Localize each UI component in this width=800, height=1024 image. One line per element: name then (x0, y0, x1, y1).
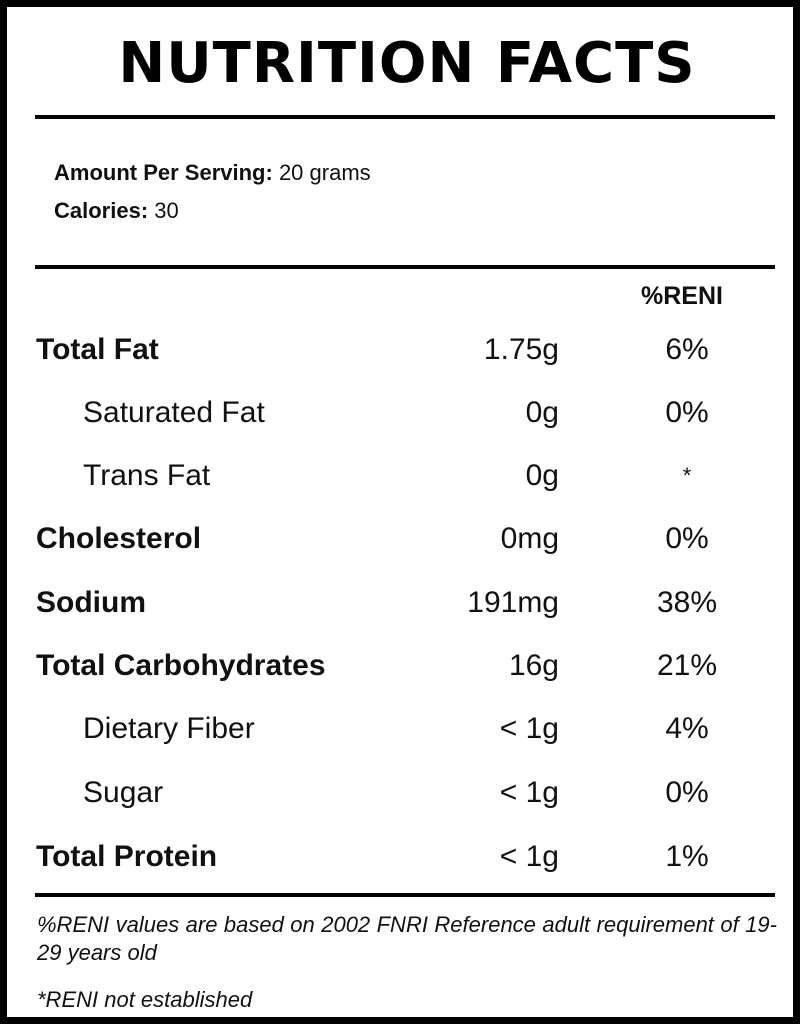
nutrient-amount: 0mg (500, 522, 559, 555)
title-divider (35, 115, 775, 119)
nutrient-reni: 4% (665, 712, 709, 745)
nutrient-row-cholesterol: Cholesterol 0mg 0% (7, 519, 800, 559)
reni-not-established-footnote: *RENI not established (37, 987, 253, 1012)
nutrient-name: Total Fat (36, 333, 159, 366)
nutrient-reni: 0% (665, 522, 709, 555)
nutrient-reni: 0% (665, 396, 709, 429)
calories-line: Calories: 30 (54, 197, 179, 225)
nutrient-row-sugar: Sugar < 1g 0% (7, 773, 800, 813)
nutrient-row-total-fat: Total Fat 1.75g 6% (7, 330, 800, 370)
nutrient-name: Sugar (83, 776, 164, 809)
nutrient-amount: < 1g (499, 712, 559, 745)
nutrient-name: Sodium (36, 586, 146, 619)
nutrient-name: Trans Fat (83, 459, 211, 492)
reni-basis-footnote: %RENI values are based on 2002 FNRI Refe… (37, 912, 777, 965)
nutrient-amount: 0g (525, 459, 559, 492)
calories-value: 30 (154, 198, 179, 223)
nutrient-name: Total Carbohydrates (36, 649, 326, 682)
serving-label: Amount Per Serving: (54, 160, 273, 185)
calories-label: Calories: (54, 198, 149, 223)
nutrient-amount: 0g (525, 396, 559, 429)
nutrient-amount: < 1g (499, 840, 559, 873)
nutrient-amount: 191mg (467, 586, 559, 619)
nutrient-amount: 16g (508, 649, 559, 682)
nutrient-name: Dietary Fiber (83, 712, 255, 745)
serving-value: 20 grams (278, 160, 371, 185)
nutrient-reni: 0% (665, 776, 709, 809)
serving-line: Amount Per Serving: 20 grams (54, 159, 371, 187)
nutrient-row-dietary-fiber: Dietary Fiber < 1g 4% (7, 709, 800, 749)
nutrient-name: Total Protein (36, 840, 218, 873)
nutrient-row-total-protein: Total Protein < 1g 1% (7, 837, 800, 877)
nutrient-name: Cholesterol (36, 522, 202, 555)
footnote-divider (35, 893, 775, 897)
page-title: NUTRITION FACTS (118, 31, 696, 96)
nutrient-row-trans-fat: Trans Fat 0g * (7, 456, 800, 496)
reni-column-header: %RENI (641, 282, 723, 310)
nutrient-row-sodium: Sodium 191mg 38% (7, 583, 800, 623)
nutrient-reni: 38% (656, 586, 718, 619)
nutrient-reni: * (682, 463, 692, 488)
nutrient-amount: 1.75g (483, 333, 559, 366)
nutrient-amount: < 1g (499, 776, 559, 809)
nutrient-reni: 6% (665, 333, 709, 366)
nutrient-reni: 21% (656, 649, 718, 682)
nutrient-row-total-carbohydrates: Total Carbohydrates 16g 21% (7, 646, 800, 686)
serving-divider (35, 265, 775, 269)
nutrient-reni: 1% (665, 840, 709, 873)
nutrient-row-saturated-fat: Saturated Fat 0g 0% (7, 393, 800, 433)
nutrient-name: Saturated Fat (83, 396, 265, 429)
